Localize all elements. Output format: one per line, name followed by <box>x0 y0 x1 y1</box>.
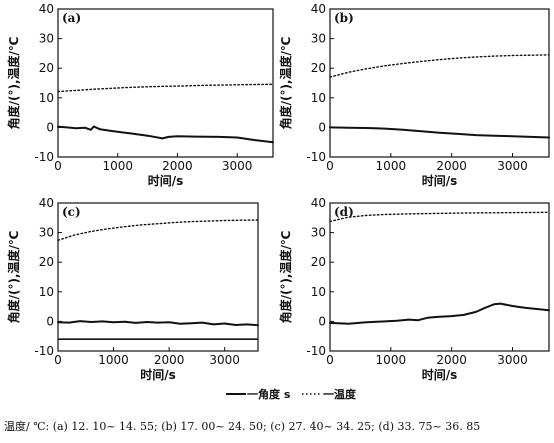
x-tick-label: 0 <box>54 159 62 173</box>
y-tick-label: 20 <box>311 255 326 269</box>
y-tick-label: 10 <box>39 91 54 105</box>
x-axis-title: 时间/s <box>422 173 458 188</box>
y-axis-title: 角度/(°),温度/℃ <box>6 231 21 324</box>
x-tick-label: 2000 <box>162 159 193 173</box>
y-tick-label: -10 <box>34 150 54 164</box>
panel-label: (c) <box>62 205 81 219</box>
y-tick-label: 0 <box>318 314 326 328</box>
x-tick-label: 0 <box>326 159 334 173</box>
series-temperature-line <box>329 54 550 78</box>
y-tick-label: 10 <box>39 285 54 299</box>
y-tick-label: 40 <box>311 2 326 16</box>
y-tick-label: 40 <box>311 196 326 210</box>
x-axis-title: 时间/s <box>422 367 458 382</box>
y-tick-label: 30 <box>311 226 326 240</box>
panel-label: (d) <box>334 205 354 219</box>
y-tick-label: 0 <box>46 314 54 328</box>
y-tick-label: 0 <box>318 120 326 134</box>
x-axis-title: 时间/s <box>148 173 184 188</box>
series-angle-line <box>57 125 274 144</box>
series-angle-line <box>329 126 550 139</box>
y-axis-title: 角度/(°),温度/℃ <box>6 37 21 130</box>
y-tick-label: -10 <box>306 344 326 358</box>
y-tick-label: 40 <box>39 196 54 210</box>
panel-label: (b) <box>334 11 354 25</box>
y-tick-label: 0 <box>46 120 54 134</box>
panel-label: (a) <box>62 11 81 25</box>
plot-frame <box>329 202 550 352</box>
y-axis-title: 角度/(°),温度/℃ <box>278 231 293 324</box>
x-tick-label: 1000 <box>376 159 407 173</box>
figure-caption: 温度/ ℃: (a) 12. 10~ 14. 55; (b) 17. 00~ 2… <box>4 420 481 433</box>
x-tick-label: 3000 <box>222 159 253 173</box>
y-tick-label: -10 <box>34 344 54 358</box>
legend-angle-label: 一角度 s <box>247 387 291 401</box>
y-tick-label: 20 <box>39 61 54 75</box>
series-temperature-line <box>57 219 259 242</box>
series-temperature-line <box>57 83 274 93</box>
x-tick-label: 3000 <box>497 159 528 173</box>
x-tick-label: 2000 <box>154 353 185 367</box>
x-tick-label: 2000 <box>436 159 467 173</box>
y-axis-title: 角度/(°),温度/℃ <box>278 37 293 130</box>
y-tick-label: 30 <box>39 32 54 46</box>
legend-temperature-label: 一温度 <box>323 387 357 401</box>
x-axis-title: 时间/s <box>140 367 176 382</box>
x-tick-label: 3000 <box>209 353 240 367</box>
legend: 一角度 s 一温度 <box>226 387 357 401</box>
x-tick-label: 3000 <box>497 353 528 367</box>
plot-frame <box>329 8 550 158</box>
y-tick-label: 40 <box>39 2 54 16</box>
x-tick-label: 2000 <box>436 353 467 367</box>
y-tick-label: 10 <box>311 285 326 299</box>
y-tick-label: 30 <box>311 32 326 46</box>
plot-frame <box>57 202 259 352</box>
x-tick-label: 1000 <box>376 353 407 367</box>
y-tick-label: 10 <box>311 91 326 105</box>
y-tick-label: 30 <box>39 226 54 240</box>
x-tick-label: 0 <box>54 353 62 367</box>
y-tick-label: -10 <box>306 150 326 164</box>
y-tick-label: 20 <box>311 61 326 75</box>
plot-frame <box>57 8 274 158</box>
x-tick-label: 1000 <box>98 353 129 367</box>
series-angle-line <box>57 320 259 327</box>
y-tick-label: 20 <box>39 255 54 269</box>
x-tick-label: 1000 <box>102 159 133 173</box>
series-temperature-line <box>329 211 550 223</box>
x-tick-label: 0 <box>326 353 334 367</box>
series-angle-line <box>329 302 550 325</box>
